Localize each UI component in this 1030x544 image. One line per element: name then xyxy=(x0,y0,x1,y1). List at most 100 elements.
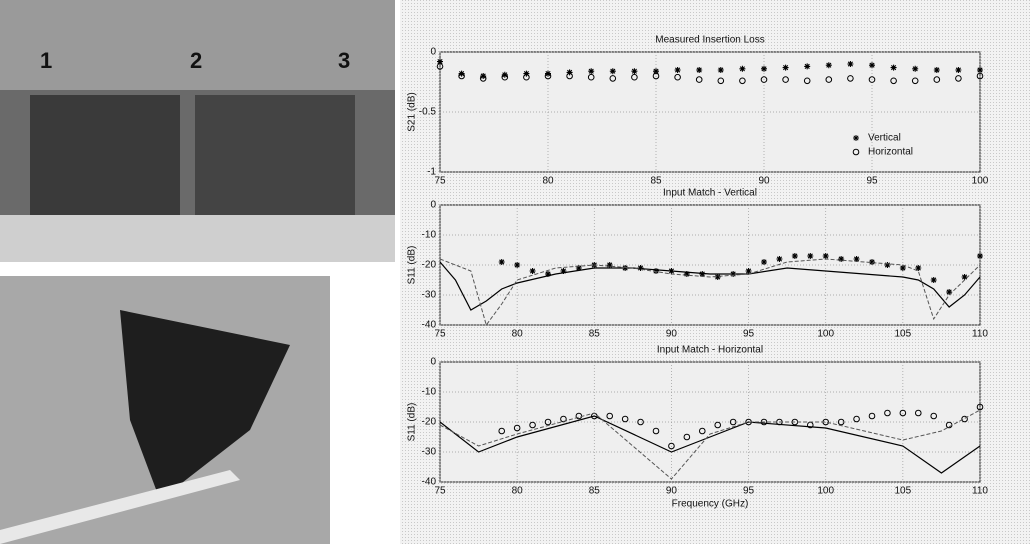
data-point xyxy=(652,427,660,435)
data-point xyxy=(544,72,552,80)
data-point xyxy=(868,412,876,420)
data-point xyxy=(560,268,567,274)
x-tick-label: 100 xyxy=(972,176,989,187)
legend-label: Horizontal xyxy=(868,147,913,158)
data-point xyxy=(609,68,616,75)
legend-label: Vertical xyxy=(868,133,901,144)
data-point xyxy=(976,403,984,411)
chart-title: Input Match - Horizontal xyxy=(657,345,763,356)
data-point xyxy=(838,256,845,262)
data-point xyxy=(884,409,891,417)
data-point xyxy=(698,427,706,435)
x-tick-label: 90 xyxy=(666,486,678,497)
data-point xyxy=(529,268,536,274)
data-point xyxy=(961,274,968,280)
data-point xyxy=(976,72,984,80)
data-point xyxy=(899,409,907,417)
data-point xyxy=(653,268,659,274)
data-point xyxy=(869,62,875,69)
x-tick-label: 75 xyxy=(434,486,446,497)
data-point xyxy=(575,265,582,271)
data-point xyxy=(807,253,814,259)
y-tick-label: -1 xyxy=(427,167,436,178)
data-point xyxy=(933,76,941,83)
data-point xyxy=(523,73,530,81)
data-point xyxy=(961,415,968,423)
data-point xyxy=(683,271,690,277)
ruler-label: 3 xyxy=(338,48,350,73)
y-tick-label: -30 xyxy=(422,290,437,301)
x-tick-label: 105 xyxy=(895,329,912,340)
x-tick-label: 80 xyxy=(512,486,524,497)
data-point xyxy=(501,73,509,81)
x-tick-label: 85 xyxy=(589,329,601,340)
data-point xyxy=(544,418,552,426)
data-point xyxy=(930,277,937,283)
x-tick-label: 85 xyxy=(589,486,601,497)
data-point xyxy=(566,69,573,76)
data-point xyxy=(714,421,722,429)
data-point xyxy=(933,67,940,73)
data-point xyxy=(761,65,767,72)
data-point xyxy=(739,65,746,72)
data-point xyxy=(674,73,681,81)
data-point xyxy=(899,265,906,271)
data-point xyxy=(696,67,703,73)
x-tick-label: 95 xyxy=(743,486,755,497)
data-point xyxy=(745,268,752,274)
data-point xyxy=(955,75,962,82)
data-point xyxy=(847,61,854,67)
y-tick-label: -40 xyxy=(422,477,437,488)
data-point xyxy=(869,259,875,265)
data-point xyxy=(652,72,660,80)
series-line xyxy=(439,415,981,474)
x-tick-label: 100 xyxy=(817,329,834,340)
y-tick-label: -20 xyxy=(422,260,437,271)
data-point xyxy=(514,262,521,268)
series-line xyxy=(439,409,981,480)
data-point xyxy=(529,421,536,429)
data-point xyxy=(587,73,595,81)
data-point xyxy=(545,271,551,277)
x-tick-label: 95 xyxy=(743,329,755,340)
data-point xyxy=(606,412,614,420)
data-point xyxy=(631,73,638,81)
x-tick-label: 100 xyxy=(817,486,834,497)
data-point xyxy=(498,259,505,265)
data-point xyxy=(437,58,443,65)
x-tick-label: 80 xyxy=(542,176,554,187)
data-point xyxy=(930,412,938,420)
data-point xyxy=(609,75,617,82)
data-point xyxy=(890,77,897,85)
y-tick-label: -30 xyxy=(422,447,437,458)
data-point xyxy=(955,67,962,73)
data-point xyxy=(912,65,919,72)
x-tick-label: 80 xyxy=(512,329,524,340)
chart-title: Measured Insertion Loss xyxy=(655,35,765,46)
y-axis-label: S21 (dB) xyxy=(407,92,418,131)
y-axis-label: S11 (dB) xyxy=(407,246,418,285)
x-tick-label: 105 xyxy=(895,486,912,497)
data-point xyxy=(683,433,691,441)
data-point xyxy=(637,418,644,426)
y-tick-label: 0 xyxy=(430,47,436,58)
legend-marker xyxy=(852,148,860,156)
x-tick-label: 85 xyxy=(650,176,662,187)
y-tick-label: -10 xyxy=(422,387,437,398)
data-point xyxy=(523,70,530,77)
data-point xyxy=(695,76,703,83)
x-tick-label: 75 xyxy=(434,176,446,187)
series-line xyxy=(439,258,981,327)
x-tick-label: 90 xyxy=(666,329,678,340)
ruler-label: 2 xyxy=(190,48,202,73)
data-point xyxy=(977,253,983,259)
y-tick-label: -40 xyxy=(422,320,437,331)
data-point xyxy=(822,253,829,259)
data-point xyxy=(717,77,725,85)
data-point xyxy=(653,68,659,75)
data-point xyxy=(914,409,922,417)
data-point xyxy=(825,62,832,69)
data-point xyxy=(911,77,919,85)
y-axis-label: S11 (dB) xyxy=(407,403,418,442)
